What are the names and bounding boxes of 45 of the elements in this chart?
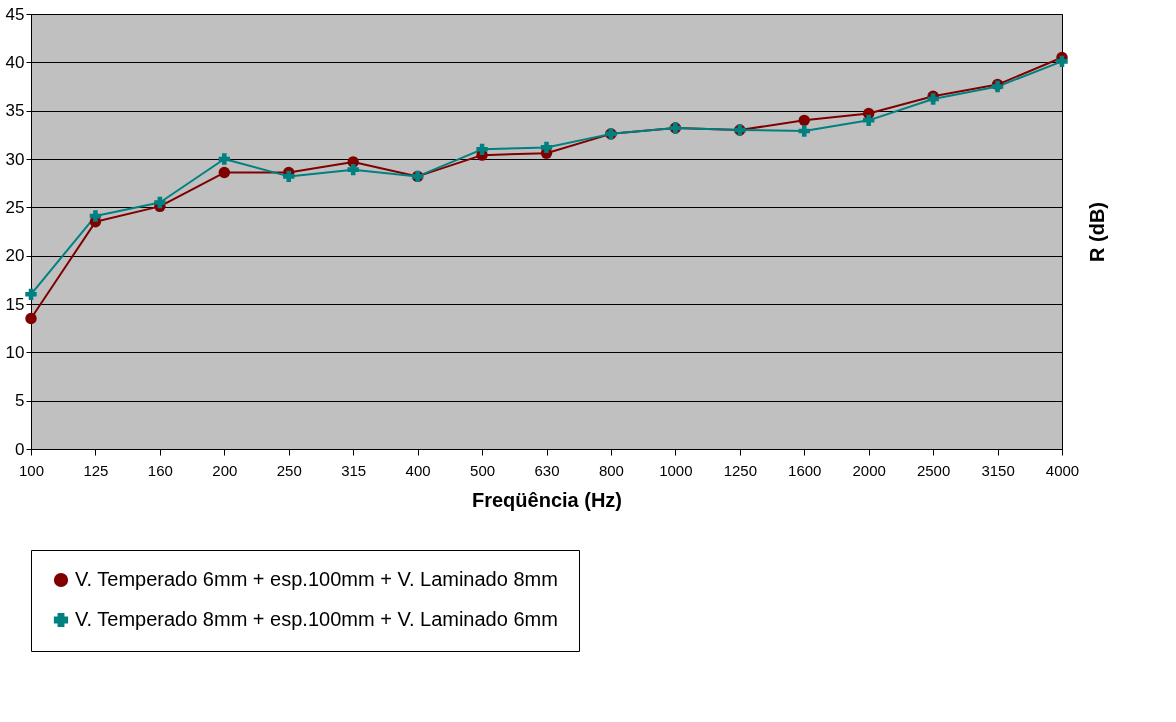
x-tick-label: 160 <box>147 461 173 479</box>
x-tick-label: 500 <box>470 461 496 479</box>
point <box>347 163 359 176</box>
y-tick-label: 15 <box>5 294 25 314</box>
x-tick-label: 800 <box>598 461 624 479</box>
x-tick-label: 1000 <box>659 461 693 479</box>
x-axis-title: Freqüência (Hz) <box>471 488 623 511</box>
x-tick-label: 1250 <box>723 461 757 479</box>
x-tick-label: 200 <box>212 461 238 479</box>
y-tick-label: 35 <box>5 101 25 121</box>
x-tick-label: 100 <box>18 461 45 479</box>
y-tick-label: 40 <box>5 52 25 72</box>
legend-label: V. Temperado 6mm + esp.100mm + V. Laminado 8mm <box>75 568 558 590</box>
point <box>862 114 875 127</box>
x-tick-label: 1600 <box>788 461 822 479</box>
point <box>25 312 37 325</box>
x-tick-label: 2500 <box>916 461 951 479</box>
point <box>540 141 553 154</box>
point <box>476 143 488 156</box>
x-tick-label: 315 <box>341 461 367 479</box>
x-tick-label: 400 <box>405 461 431 479</box>
x-tick-label: 630 <box>534 461 560 479</box>
point <box>89 210 102 222</box>
y-tick-label: 10 <box>5 342 25 362</box>
point <box>25 288 37 301</box>
y-tick-label: 25 <box>5 197 25 217</box>
y-tick-label: 20 <box>5 246 25 266</box>
point <box>1056 55 1068 68</box>
y-tick-label: 30 <box>5 149 25 169</box>
y-tick-label: 45 <box>5 4 25 24</box>
point <box>798 114 810 127</box>
point <box>218 166 231 179</box>
point <box>798 125 810 137</box>
x-tick-label: 250 <box>276 461 302 479</box>
point <box>218 153 231 165</box>
x-tick-label: 2000 <box>852 461 886 479</box>
y-tick-label: 5 <box>15 391 25 411</box>
y-axis-title: R (dB) <box>1085 202 1108 262</box>
x-tick-label: 3150 <box>981 461 1015 479</box>
legend-label: V. Temperado 8mm + esp.100mm + V. Laminado 6mm <box>75 608 558 630</box>
point <box>154 196 166 209</box>
x-tick-label: 4000 <box>1045 461 1080 479</box>
x-tick-label: 125 <box>83 461 109 479</box>
y-tick-label: 0 <box>15 439 25 459</box>
point <box>283 170 295 183</box>
